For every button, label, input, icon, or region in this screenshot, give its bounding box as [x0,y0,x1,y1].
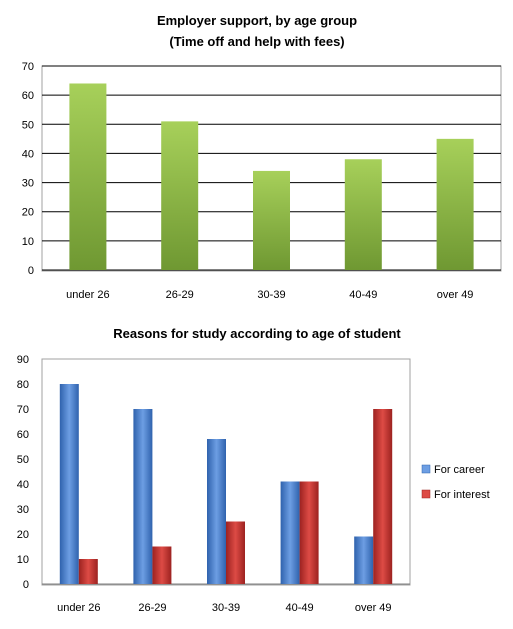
chart-1-x-tick-label: 30-39 [257,289,285,301]
chart-2-bar-career [59,384,79,584]
chart-2-y-tick-label: 30 [17,504,29,516]
chart-2-legend-swatch [421,464,431,474]
chart-2-y-tick-label: 10 [17,554,29,566]
chart-1-title: Employer support, by age group [157,13,357,28]
chart-2-plot-border [41,358,411,586]
chart-2-y-tick-label: 0 [23,579,29,591]
chart-2-bar-interest [152,546,172,584]
chart-2-y-tick-label: 40 [17,479,29,491]
chart-2: Reasons for study according to age of st… [17,326,490,614]
chart-1-bars [69,83,474,270]
chart-1-gridlines [42,65,501,271]
chart-1-bar [253,170,290,270]
chart-2-bar-career [133,409,153,584]
chart-2-y-tick-label: 60 [17,429,29,441]
chart-2-legend-swatch [421,489,431,499]
chart-2-bar-career [207,439,226,584]
chart-2-bar-interest [226,521,245,584]
chart-1-bar [344,159,382,270]
chart-1-x-tick-label: over 49 [437,289,474,301]
chart-2-x-tick-label: over 49 [355,602,392,614]
chart-2-x-tick-label: 26-29 [138,602,166,614]
chart-1: Employer support, by age group (Time off… [22,13,502,301]
chart-2-x-tick-label: 40-49 [286,602,314,614]
chart-1-y-tick-label: 30 [22,178,34,190]
chart-1-y-tick-label: 40 [22,148,34,160]
chart-1-bar [436,138,474,270]
chart-2-legend: For career For interest [421,464,490,501]
chart-1-x-tick-label: 40-49 [349,289,377,301]
chart-2-y-ticks: 0 10 20 30 40 50 60 70 80 90 [17,354,29,591]
chart-1-subtitle: (Time off and help with fees) [169,34,344,49]
chart-1-y-tick-label: 0 [28,265,34,277]
chart-2-x-tick-label: under 26 [57,602,100,614]
chart-2-bar-career [280,481,300,584]
chart-2-bars [59,384,393,584]
chart-1-y-tick-label: 10 [22,236,34,248]
chart-1-y-tick-label: 50 [22,119,34,131]
chart-2-bar-interest [373,409,393,584]
chart-1-y-ticks: 0 10 20 30 40 50 60 70 [22,61,34,277]
chart-2-legend-label: For career [434,464,485,476]
chart-2-y-tick-label: 50 [17,454,29,466]
chart-1-x-tick-label: under 26 [66,289,109,301]
chart-2-y-tick-label: 90 [17,354,29,366]
chart-1-x-tick-label: 26-29 [166,289,194,301]
chart-2-y-tick-label: 70 [17,404,29,416]
chart-2-bar-interest [78,559,98,584]
chart-2-y-tick-label: 80 [17,379,29,391]
chart-2-x-ticks: under 26 26-29 30-39 40-49 over 49 [57,602,391,614]
chart-1-y-tick-label: 60 [22,90,34,102]
chart-1-x-ticks: under 26 26-29 30-39 40-49 over 49 [66,289,473,301]
chart-1-y-tick-label: 20 [22,207,34,219]
chart-2-title: Reasons for study according to age of st… [113,326,401,341]
chart-1-bar [69,83,107,270]
chart-2-x-tick-label: 30-39 [212,602,240,614]
chart-2-bar-career [354,536,374,584]
chart-1-bar [161,121,199,270]
chart-2-bar-interest [299,481,319,584]
chart-2-legend-label: For interest [434,489,490,501]
chart-1-y-tick-label: 70 [22,61,34,73]
chart-2-y-tick-label: 20 [17,529,29,541]
